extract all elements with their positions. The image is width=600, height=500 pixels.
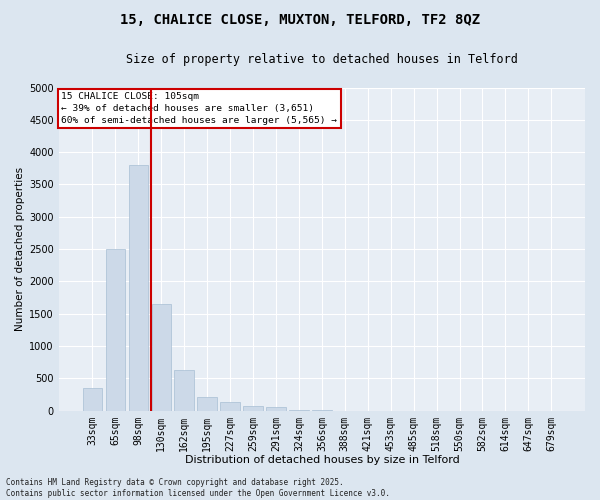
Bar — [197, 396, 217, 410]
Title: Size of property relative to detached houses in Telford: Size of property relative to detached ho… — [126, 52, 518, 66]
X-axis label: Distribution of detached houses by size in Telford: Distribution of detached houses by size … — [185, 455, 459, 465]
Bar — [220, 402, 240, 410]
Y-axis label: Number of detached properties: Number of detached properties — [15, 167, 25, 331]
Bar — [266, 408, 286, 410]
Text: 15, CHALICE CLOSE, MUXTON, TELFORD, TF2 8QZ: 15, CHALICE CLOSE, MUXTON, TELFORD, TF2 … — [120, 12, 480, 26]
Text: 15 CHALICE CLOSE: 105sqm
← 39% of detached houses are smaller (3,651)
60% of sem: 15 CHALICE CLOSE: 105sqm ← 39% of detach… — [61, 92, 337, 125]
Bar — [128, 165, 148, 410]
Bar — [83, 388, 102, 410]
Bar — [175, 370, 194, 410]
Bar — [244, 406, 263, 410]
Bar — [152, 304, 171, 410]
Bar — [106, 249, 125, 410]
Text: Contains HM Land Registry data © Crown copyright and database right 2025.
Contai: Contains HM Land Registry data © Crown c… — [6, 478, 390, 498]
